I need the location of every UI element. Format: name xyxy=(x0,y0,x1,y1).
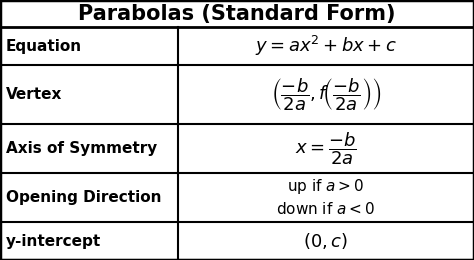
Text: Opening Direction: Opening Direction xyxy=(6,190,161,205)
Text: up if $a > 0$: up if $a > 0$ xyxy=(287,177,365,196)
Text: Vertex: Vertex xyxy=(6,87,62,102)
Text: Axis of Symmetry: Axis of Symmetry xyxy=(6,141,157,156)
Text: $\left(\dfrac{-b}{2a}, f\!\left(\dfrac{-b}{2a}\right)\right)$: $\left(\dfrac{-b}{2a}, f\!\left(\dfrac{-… xyxy=(271,76,381,113)
Text: Equation: Equation xyxy=(6,39,82,54)
Text: $x = \dfrac{-b}{2a}$: $x = \dfrac{-b}{2a}$ xyxy=(295,130,357,166)
Text: y-intercept: y-intercept xyxy=(6,234,101,249)
Text: Parabolas (Standard Form): Parabolas (Standard Form) xyxy=(78,4,396,24)
Text: down if $a < 0$: down if $a < 0$ xyxy=(276,201,375,217)
Text: $y = ax^2 + bx + c$: $y = ax^2 + bx + c$ xyxy=(255,34,397,58)
Text: $(0, c)$: $(0, c)$ xyxy=(303,231,348,251)
